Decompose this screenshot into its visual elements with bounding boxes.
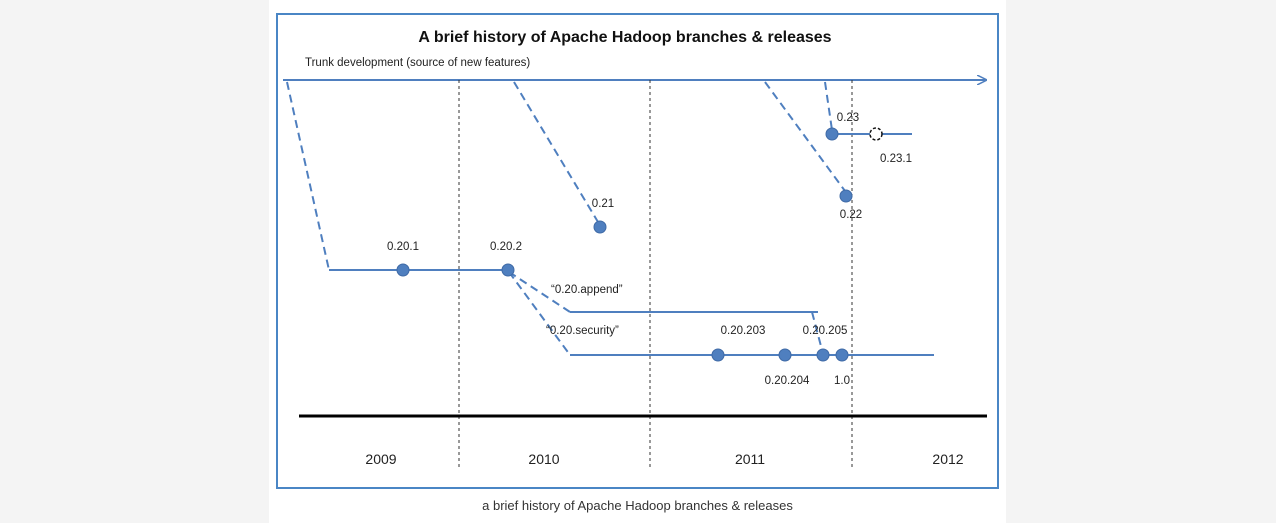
branch-label-security: “0.20.security” [546,325,619,337]
release-label-020203: 0.20.203 [721,325,766,337]
release-node-022 [839,189,853,203]
branch-label-append: “0.20.append” [551,284,623,296]
release-label-0231: 0.23.1 [880,153,912,165]
connector-trunk-to-021 [513,81,599,223]
year-label-2011: 2011 [735,451,765,467]
connector-trunk-to-022 [764,81,846,192]
release-label-10: 1.0 [834,375,850,387]
release-node-020203 [711,348,725,362]
figure-caption: a brief history of Apache Hadoop branche… [482,498,793,513]
release-label-021: 0.21 [592,198,614,210]
connector-trunk-to-020 [286,81,330,271]
trunk-label: Trunk development (source of new feature… [305,57,530,69]
release-label-020204: 0.20.204 [765,375,810,387]
release-label-020205: 0.20.205 [803,325,848,337]
connector-0202-to-security [508,271,571,356]
release-node-020205 [816,348,830,362]
release-node-10 [835,348,849,362]
connector-append-to-020205 [811,311,823,351]
year-label-2010: 2010 [528,451,559,467]
branch-connectors [286,81,846,356]
release-node-020204 [778,348,792,362]
figure-frame [276,13,999,489]
year-label-2012: 2012 [932,451,963,467]
year-dividers [458,80,853,470]
release-nodes [396,127,853,362]
year-label-2009: 2009 [365,451,396,467]
release-node-023 [825,127,839,141]
release-label-0202: 0.20.2 [490,241,522,253]
release-node-0202 [501,263,515,277]
release-label-022: 0.22 [840,209,862,221]
branch-lines [329,133,934,356]
release-label-0201: 0.20.1 [387,241,419,253]
diagram-title: A brief history of Apache Hadoop branche… [418,29,831,46]
release-node-021 [593,220,607,234]
release-label-023: 0.23 [837,112,859,124]
release-node-0201 [396,263,410,277]
connector-trunk-to-023 [824,81,833,131]
release-node-0231-planned [869,127,883,141]
